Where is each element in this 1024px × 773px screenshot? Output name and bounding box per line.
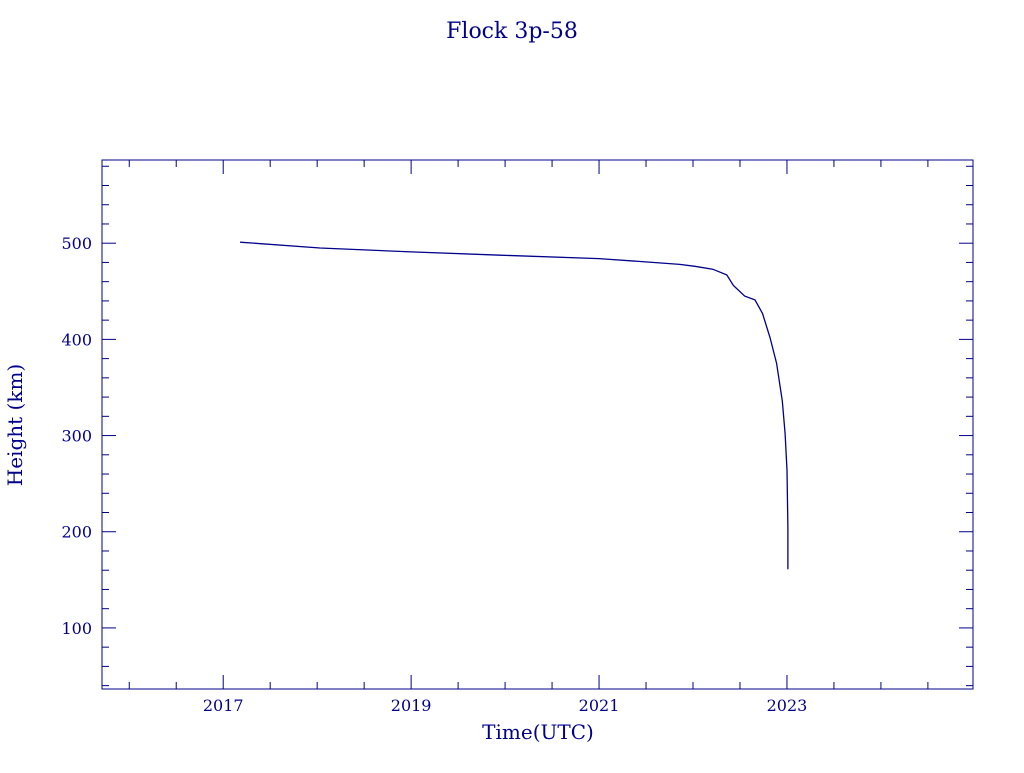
x-tick-label: 2023 — [767, 696, 808, 715]
plot-frame — [101, 159, 974, 690]
y-tick-label: 400 — [61, 330, 92, 349]
y-axis: 100 200 300 400 500 — [61, 165, 973, 687]
x-axis-label: Time(UTC) — [482, 720, 594, 744]
y-tick-label: 500 — [61, 234, 92, 253]
y-axis-label: Height (km) — [3, 364, 27, 486]
chart-title: Flock 3p-58 — [446, 19, 578, 44]
y-tick-label: 100 — [61, 619, 92, 638]
y-tick-label: 200 — [61, 523, 92, 542]
x-axis: 2017 2019 2021 2023 — [128, 160, 929, 715]
x-tick-label: 2017 — [203, 696, 244, 715]
series-line — [240, 241, 789, 570]
x-tick-label: 2019 — [391, 696, 432, 715]
x-tick-label: 2021 — [579, 696, 620, 715]
y-tick-label: 300 — [61, 427, 92, 446]
